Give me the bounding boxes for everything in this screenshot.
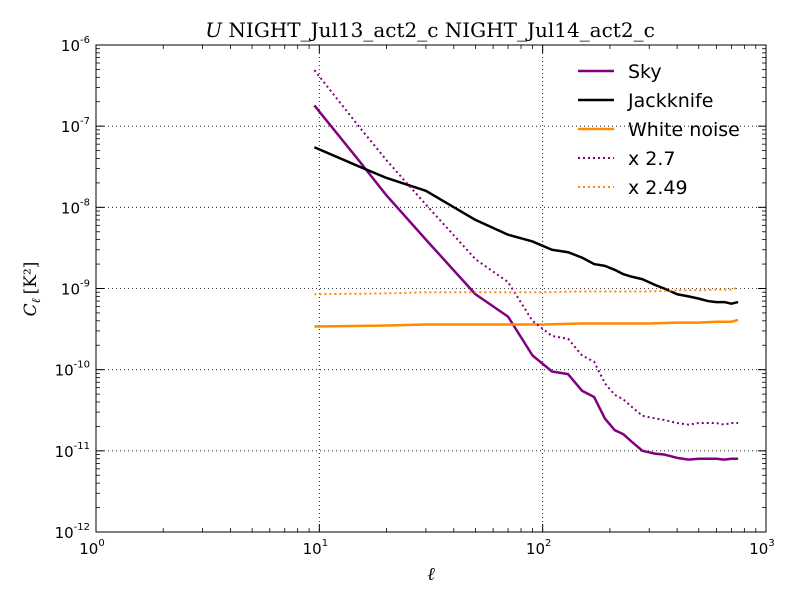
x-tick-label-base: 10 bbox=[79, 540, 98, 558]
x-tick-label: 103 bbox=[749, 538, 774, 558]
y-tick-label: 10-12 bbox=[55, 522, 90, 542]
y-tick-label-base: 10 bbox=[55, 443, 74, 461]
chart-title-prefix: U bbox=[205, 18, 223, 42]
x-tick-label-exp: 3 bbox=[768, 538, 774, 549]
legend-label-x-2-49: x 2.49 bbox=[628, 177, 688, 199]
y-tick-label: 10-10 bbox=[55, 360, 90, 380]
y-tick-label-base: 10 bbox=[61, 199, 80, 217]
x-axis-label: ℓ bbox=[427, 564, 435, 585]
series-line-jackknife bbox=[313, 146, 739, 305]
y-axis-label: Cℓ [K²] bbox=[21, 262, 43, 317]
series-line-sky bbox=[313, 104, 739, 461]
y-tick-label: 10-7 bbox=[61, 116, 90, 136]
y-axis-label-subscript: ℓ bbox=[29, 298, 43, 303]
y-tick-label-exp: -12 bbox=[74, 522, 90, 533]
y-axis-label-symbol: C bbox=[21, 303, 41, 316]
x-tick-label-base: 10 bbox=[303, 540, 322, 558]
y-tick-label-base: 10 bbox=[61, 37, 80, 55]
legend: Sky Jackknife White noise x 2.7 x 2.49 bbox=[578, 61, 740, 199]
legend-label-x-2-7: x 2.7 bbox=[628, 148, 676, 170]
ticks: 100 101 102 10310-1210-1110-1010-910-810-71… bbox=[55, 35, 775, 558]
x-tick-label: 102 bbox=[526, 538, 551, 558]
y-tick-label-exp: -8 bbox=[80, 197, 90, 208]
y-tick-label: 10-11 bbox=[55, 441, 90, 461]
y-tick-label-base: 10 bbox=[61, 281, 80, 299]
y-tick-label-exp: -6 bbox=[80, 35, 90, 46]
x-tick-label-exp: 1 bbox=[322, 538, 328, 549]
x-tick-label-base: 10 bbox=[526, 540, 545, 558]
y-tick-label-base: 10 bbox=[55, 524, 74, 542]
y-tick-label-exp: -10 bbox=[74, 360, 90, 371]
series-line-white-noise bbox=[314, 318, 739, 328]
legend-label-jackknife: Jackknife bbox=[627, 90, 713, 112]
y-tick-label: 10-9 bbox=[61, 279, 90, 299]
x-tick-label-base: 10 bbox=[749, 540, 768, 558]
x-tick-label-exp: 0 bbox=[98, 538, 104, 549]
y-tick-label-exp: -11 bbox=[74, 441, 90, 452]
y-tick-label-base: 10 bbox=[61, 118, 80, 136]
x-tick-label: 100 bbox=[79, 538, 104, 558]
y-tick-label-exp: -9 bbox=[80, 279, 90, 290]
y-tick-label-exp: -7 bbox=[80, 116, 90, 127]
y-tick-label: 10-8 bbox=[61, 197, 90, 217]
y-tick-label-base: 10 bbox=[55, 362, 74, 380]
legend-label-white-noise: White noise bbox=[628, 119, 740, 141]
x-tick-label-exp: 2 bbox=[545, 538, 551, 549]
series-line-x-2-49 bbox=[314, 286, 739, 296]
series-layer bbox=[313, 69, 739, 461]
series-line-x-2-7 bbox=[313, 69, 739, 426]
chart-title-text: NIGHT_Jul13_act2_c NIGHT_Jul14_act2_c bbox=[222, 18, 655, 42]
y-axis-label-units: [K²] bbox=[21, 262, 41, 295]
y-tick-label: 10-6 bbox=[61, 35, 90, 55]
legend-label-sky: Sky bbox=[628, 61, 662, 83]
chart-title: U NIGHT_Jul13_act2_c NIGHT_Jul14_act2_c bbox=[205, 18, 655, 42]
x-tick-label: 101 bbox=[303, 538, 328, 558]
